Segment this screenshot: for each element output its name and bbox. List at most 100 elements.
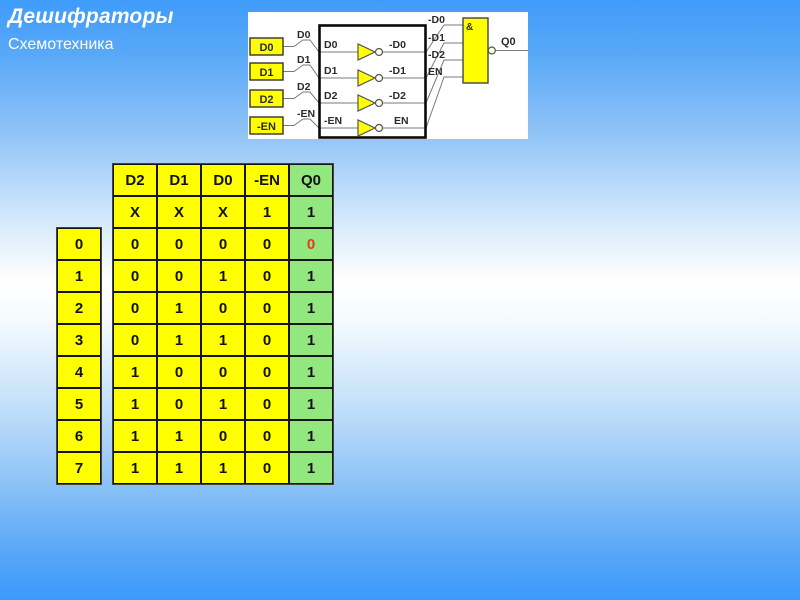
and-gate-body <box>462 17 489 84</box>
inversion-bubble-icon <box>374 47 384 57</box>
truth-table-cell: 1 <box>289 452 333 484</box>
not-gate-icon <box>357 43 377 61</box>
not-gates <box>357 43 384 137</box>
truth-table-cell: 0 <box>157 228 201 260</box>
and-gate-symbol: & <box>466 22 473 33</box>
truth-table-cell: 1 <box>113 452 157 484</box>
truth-table-header-cell: Q0 <box>289 164 333 196</box>
truth-table-cell: 1 <box>201 388 245 420</box>
truth-table-cell: X <box>201 196 245 228</box>
index-cell: 6 <box>57 420 101 452</box>
index-cell: 3 <box>57 324 101 356</box>
page-subtitle: Схемотехника <box>8 36 114 53</box>
truth-table-cell: 0 <box>157 260 201 292</box>
truth-table-cell: 0 <box>113 228 157 260</box>
truth-table-header-cell: D2 <box>113 164 157 196</box>
input-boxes: D0 D1 D2 -EN <box>249 37 284 135</box>
input-box-label: D2 <box>259 94 273 106</box>
truth-table-cell: 1 <box>289 260 333 292</box>
truth-table-cell: 0 <box>245 388 289 420</box>
not-gate-icon <box>357 69 377 87</box>
inverter-block-border <box>318 24 427 139</box>
not-gate-icon <box>357 94 377 112</box>
not-gate-icon <box>357 119 377 137</box>
output-label: Q0 <box>501 36 516 48</box>
truth-table-cell: 1 <box>113 388 157 420</box>
input-box-d2 <box>249 89 284 108</box>
truth-table-cell: 0 <box>201 356 245 388</box>
wire-label: D0 <box>324 39 338 51</box>
truth-table-cell: 1 <box>157 420 201 452</box>
index-cell: 7 <box>57 452 101 484</box>
wire-label: D1 <box>324 65 338 77</box>
wire-label: EN <box>394 115 409 127</box>
truth-table-cell: 0 <box>113 292 157 324</box>
inversion-bubble-icon <box>374 123 384 133</box>
truth-table-cell: 0 <box>245 324 289 356</box>
truth-table-cell: 1 <box>289 356 333 388</box>
truth-table-cell: X <box>157 196 201 228</box>
truth-table-cell: 0 <box>157 388 201 420</box>
index-cell: 4 <box>57 356 101 388</box>
truth-table-cell: 1 <box>113 356 157 388</box>
truth-table: D2 D1 D0 -EN Q0 X X X 1 1 0 0 0 0 0 0 0 1 0 1 0 1 0 0 1 0 1 1 0 1 1 0 0 0… <box>112 163 334 485</box>
truth-table-cell: 0 <box>113 260 157 292</box>
and-gate: & <box>462 17 496 84</box>
truth-table-cell: 0 <box>201 228 245 260</box>
input-box-label: D0 <box>259 42 273 54</box>
truth-table-cell: 1 <box>289 388 333 420</box>
truth-table-cell: 0 <box>201 292 245 324</box>
truth-table-cell: 1 <box>289 324 333 356</box>
truth-table-cell: 0 <box>113 324 157 356</box>
truth-table-cell: 0 <box>245 228 289 260</box>
index-cell: 5 <box>57 388 101 420</box>
truth-table-cell: X <box>113 196 157 228</box>
truth-table-cell: 0 <box>289 228 333 260</box>
wire-label: -D0 <box>389 39 406 51</box>
page-title: Дешифраторы <box>8 5 174 28</box>
wire-label: -EN <box>297 108 315 120</box>
truth-table-cell: 1 <box>289 196 333 228</box>
truth-table-cell: 0 <box>245 356 289 388</box>
index-cell: 2 <box>57 292 101 324</box>
wire-label: -EN <box>324 115 342 127</box>
inversion-bubble-icon <box>487 46 496 55</box>
truth-table-cell: 1 <box>157 324 201 356</box>
wire-label: EN <box>428 66 443 78</box>
wire-label: -D2 <box>428 49 445 61</box>
decoder-circuit-diagram: D0 D1 D2 -EN D0 D1 D2 -EN D0 D1 D2 -EN - <box>248 12 528 139</box>
wire-label: D2 <box>324 90 338 102</box>
wire-label: D1 <box>297 54 311 66</box>
truth-table-cell: 0 <box>245 420 289 452</box>
inversion-bubble-icon <box>374 73 384 83</box>
truth-table-cell: 1 <box>289 420 333 452</box>
wire-label: -D2 <box>389 90 406 102</box>
truth-table-header-cell: -EN <box>245 164 289 196</box>
wire-label: -D0 <box>428 14 445 26</box>
input-box-label: -EN <box>257 121 276 133</box>
wire-label: D0 <box>297 29 311 41</box>
truth-table-cell: 1 <box>201 324 245 356</box>
truth-table-cell: 1 <box>113 420 157 452</box>
wire-labels: D0 D1 D2 -EN D0 D1 D2 -EN -D0 -D1 -D2 EN… <box>297 14 516 127</box>
truth-table-cell: 0 <box>201 420 245 452</box>
wires <box>283 24 528 129</box>
input-box-d0 <box>249 37 284 56</box>
wire-label: D2 <box>297 81 311 93</box>
input-box-d1 <box>249 62 284 81</box>
wire-label: -D1 <box>389 65 406 77</box>
truth-table-header-cell: D0 <box>201 164 245 196</box>
truth-table-cell: 0 <box>245 452 289 484</box>
wire-label: -D1 <box>428 32 445 44</box>
truth-table-cell: 1 <box>201 260 245 292</box>
truth-table-cell: 0 <box>245 260 289 292</box>
truth-table-cell: 1 <box>157 452 201 484</box>
index-cell: 1 <box>57 260 101 292</box>
truth-table-cell: 1 <box>289 292 333 324</box>
index-cell: 0 <box>57 228 101 260</box>
truth-table-cell: 0 <box>157 356 201 388</box>
inversion-bubble-icon <box>374 98 384 108</box>
input-box-en <box>249 116 284 135</box>
